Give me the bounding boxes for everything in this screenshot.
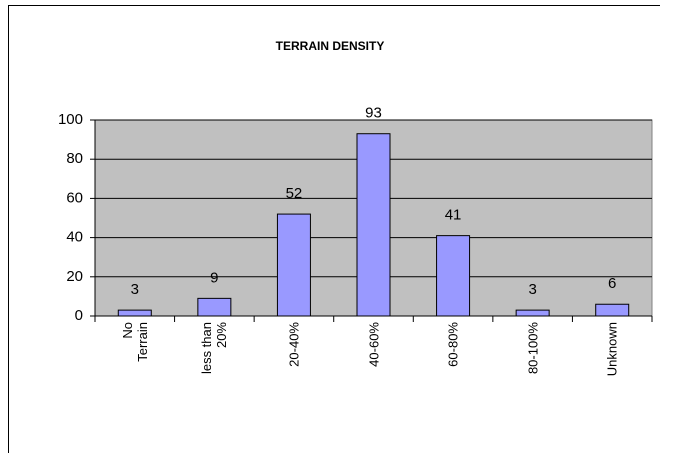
bar	[197, 297, 232, 317]
x-tick-label: less than 20%	[199, 322, 230, 375]
x-tick-label: 40-60%	[366, 322, 381, 367]
data-label: 9	[210, 269, 218, 286]
y-tick-label: 100	[58, 111, 83, 128]
x-tick-label: 80-100%	[525, 322, 541, 375]
data-label: 52	[286, 185, 303, 202]
y-tick-label: 80	[66, 150, 83, 167]
x-tick-label: Unknown	[604, 322, 620, 377]
x-tick-label: 60-80%	[445, 322, 461, 367]
bar	[117, 309, 152, 317]
y-tick-label: 40	[66, 229, 83, 246]
data-label: 6	[608, 275, 616, 292]
data-label: 93	[365, 105, 382, 122]
chart-title: TERRAIN DENSITY	[276, 39, 385, 53]
bar	[436, 235, 471, 317]
data-label: 41	[445, 207, 462, 224]
data-label: 3	[131, 281, 139, 298]
data-label: 3	[528, 281, 536, 298]
y-tick-label: 60	[66, 189, 83, 206]
y-tick-label: 0	[75, 307, 83, 324]
bar	[276, 213, 311, 317]
x-tick-label: 20-40%	[286, 322, 302, 367]
bar	[595, 303, 630, 317]
bar	[356, 133, 391, 317]
bar	[515, 309, 550, 317]
x-tick-label: No Terrain	[119, 322, 150, 362]
y-tick-label: 20	[66, 268, 83, 285]
